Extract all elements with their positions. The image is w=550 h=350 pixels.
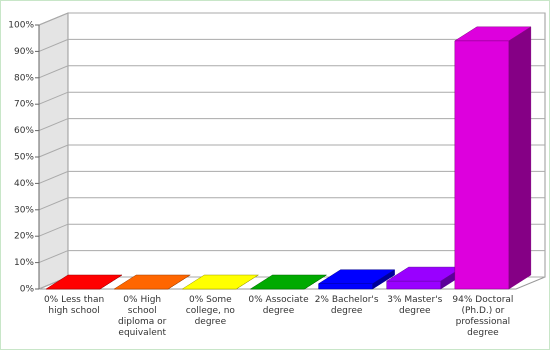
grid-line xyxy=(38,38,545,52)
y-tick-label: 70% xyxy=(14,100,34,110)
x-tick-label: 0% Less than high school xyxy=(41,295,107,317)
bar xyxy=(249,274,328,290)
bar-top xyxy=(181,274,260,290)
y-tick-label: 80% xyxy=(14,73,34,83)
grid-line xyxy=(38,118,545,132)
category-label: Less than high school xyxy=(48,295,105,316)
bar-side xyxy=(508,26,532,290)
y-tick-label: 90% xyxy=(14,47,34,57)
bar-top xyxy=(249,274,328,290)
bar-front xyxy=(386,280,441,290)
bar-front xyxy=(454,40,510,290)
x-tick-label: 0% Associate degree xyxy=(246,295,312,317)
bar xyxy=(453,26,532,290)
value-label: 94% xyxy=(452,295,473,305)
grid-line xyxy=(38,91,545,105)
bar-top xyxy=(45,274,123,290)
value-label: 2% xyxy=(314,295,329,305)
category-label: Master's degree xyxy=(399,295,443,316)
x-tick-label: 0% Some college, no degree xyxy=(177,295,243,328)
value-label: 0% xyxy=(248,295,263,305)
y-tick-label: 30% xyxy=(14,205,34,215)
bar-top xyxy=(453,26,532,42)
grid-line xyxy=(38,65,545,79)
x-tick-label: 2% Bachelor's degree xyxy=(314,295,380,317)
x-tick-label: 3% Master's degree xyxy=(382,295,448,317)
bar-top xyxy=(113,274,192,290)
category-label: Bachelor's degree xyxy=(330,295,379,316)
bar xyxy=(181,274,260,290)
y-tick-label: 60% xyxy=(14,126,34,136)
value-label: 0% xyxy=(189,295,204,305)
grid-line xyxy=(38,170,545,184)
bar xyxy=(317,269,396,290)
value-label: 0% xyxy=(43,295,59,305)
y-tick-label: 50% xyxy=(14,153,34,163)
bar-front xyxy=(318,283,373,290)
value-label: 3% xyxy=(387,295,402,305)
category-label: Doctoral (Ph.D.) or professional degree xyxy=(455,295,514,338)
bar xyxy=(113,274,192,290)
grid-line xyxy=(38,197,545,211)
y-tick-label: 10% xyxy=(14,258,34,268)
grid-line xyxy=(38,223,545,237)
bar-top xyxy=(317,269,396,284)
category-label: Some college, no degree xyxy=(185,295,235,327)
y-tick-label: 0% xyxy=(20,285,35,295)
grid-line xyxy=(38,250,545,264)
value-label: 0% xyxy=(123,295,138,305)
y-tick-label: 100% xyxy=(8,21,34,31)
grid-line xyxy=(38,12,545,26)
x-tick-label: 0% High school diploma or equivalent xyxy=(109,295,175,339)
y-tick-label: 20% xyxy=(14,232,34,242)
category-label: Associate degree xyxy=(262,295,309,316)
grid-line xyxy=(38,144,545,158)
x-tick-label: 94% Doctoral (Ph.D.) or professional deg… xyxy=(450,295,516,339)
bar xyxy=(45,274,123,290)
y-tick-label: 40% xyxy=(14,179,34,189)
category-label: High school diploma or equivalent xyxy=(118,295,167,338)
